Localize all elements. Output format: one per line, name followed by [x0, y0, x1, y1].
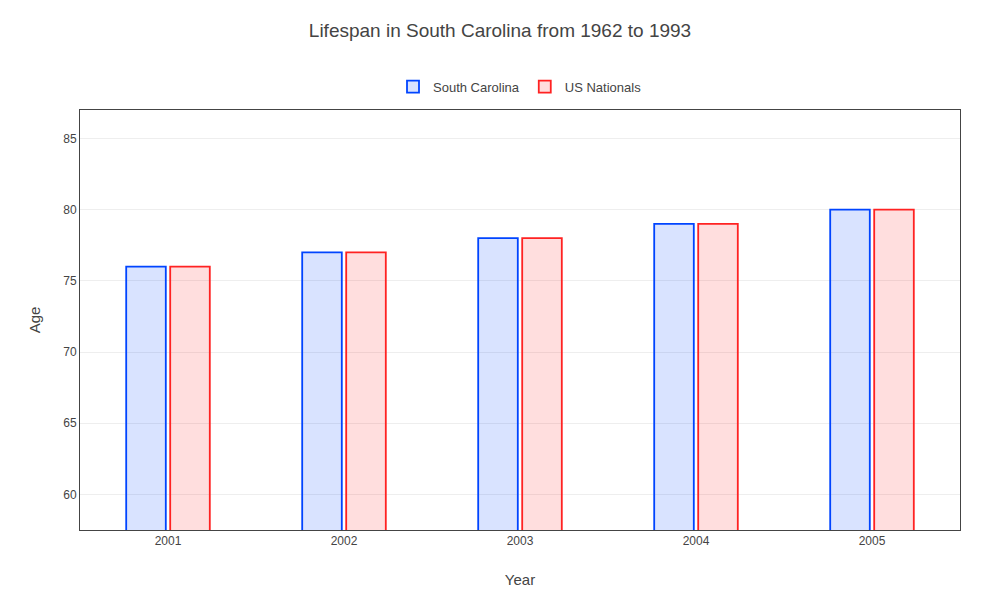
- svg-text:2001: 2001: [155, 534, 182, 548]
- svg-text:70: 70: [63, 345, 77, 359]
- svg-text:85: 85: [63, 132, 77, 146]
- svg-text:Year: Year: [505, 571, 535, 588]
- svg-text:80: 80: [63, 203, 77, 217]
- svg-text:2003: 2003: [507, 534, 534, 548]
- svg-text:75: 75: [63, 274, 77, 288]
- svg-text:South Carolina: South Carolina: [433, 80, 520, 95]
- svg-text:2004: 2004: [683, 534, 710, 548]
- svg-text:Age: Age: [26, 307, 43, 334]
- svg-text:Lifespan in South Carolina fro: Lifespan in South Carolina from 1962 to …: [309, 20, 691, 41]
- svg-text:US Nationals: US Nationals: [565, 80, 641, 95]
- svg-text:2002: 2002: [331, 534, 358, 548]
- svg-text:65: 65: [63, 416, 77, 430]
- svg-text:60: 60: [63, 488, 77, 502]
- svg-text:2005: 2005: [859, 534, 886, 548]
